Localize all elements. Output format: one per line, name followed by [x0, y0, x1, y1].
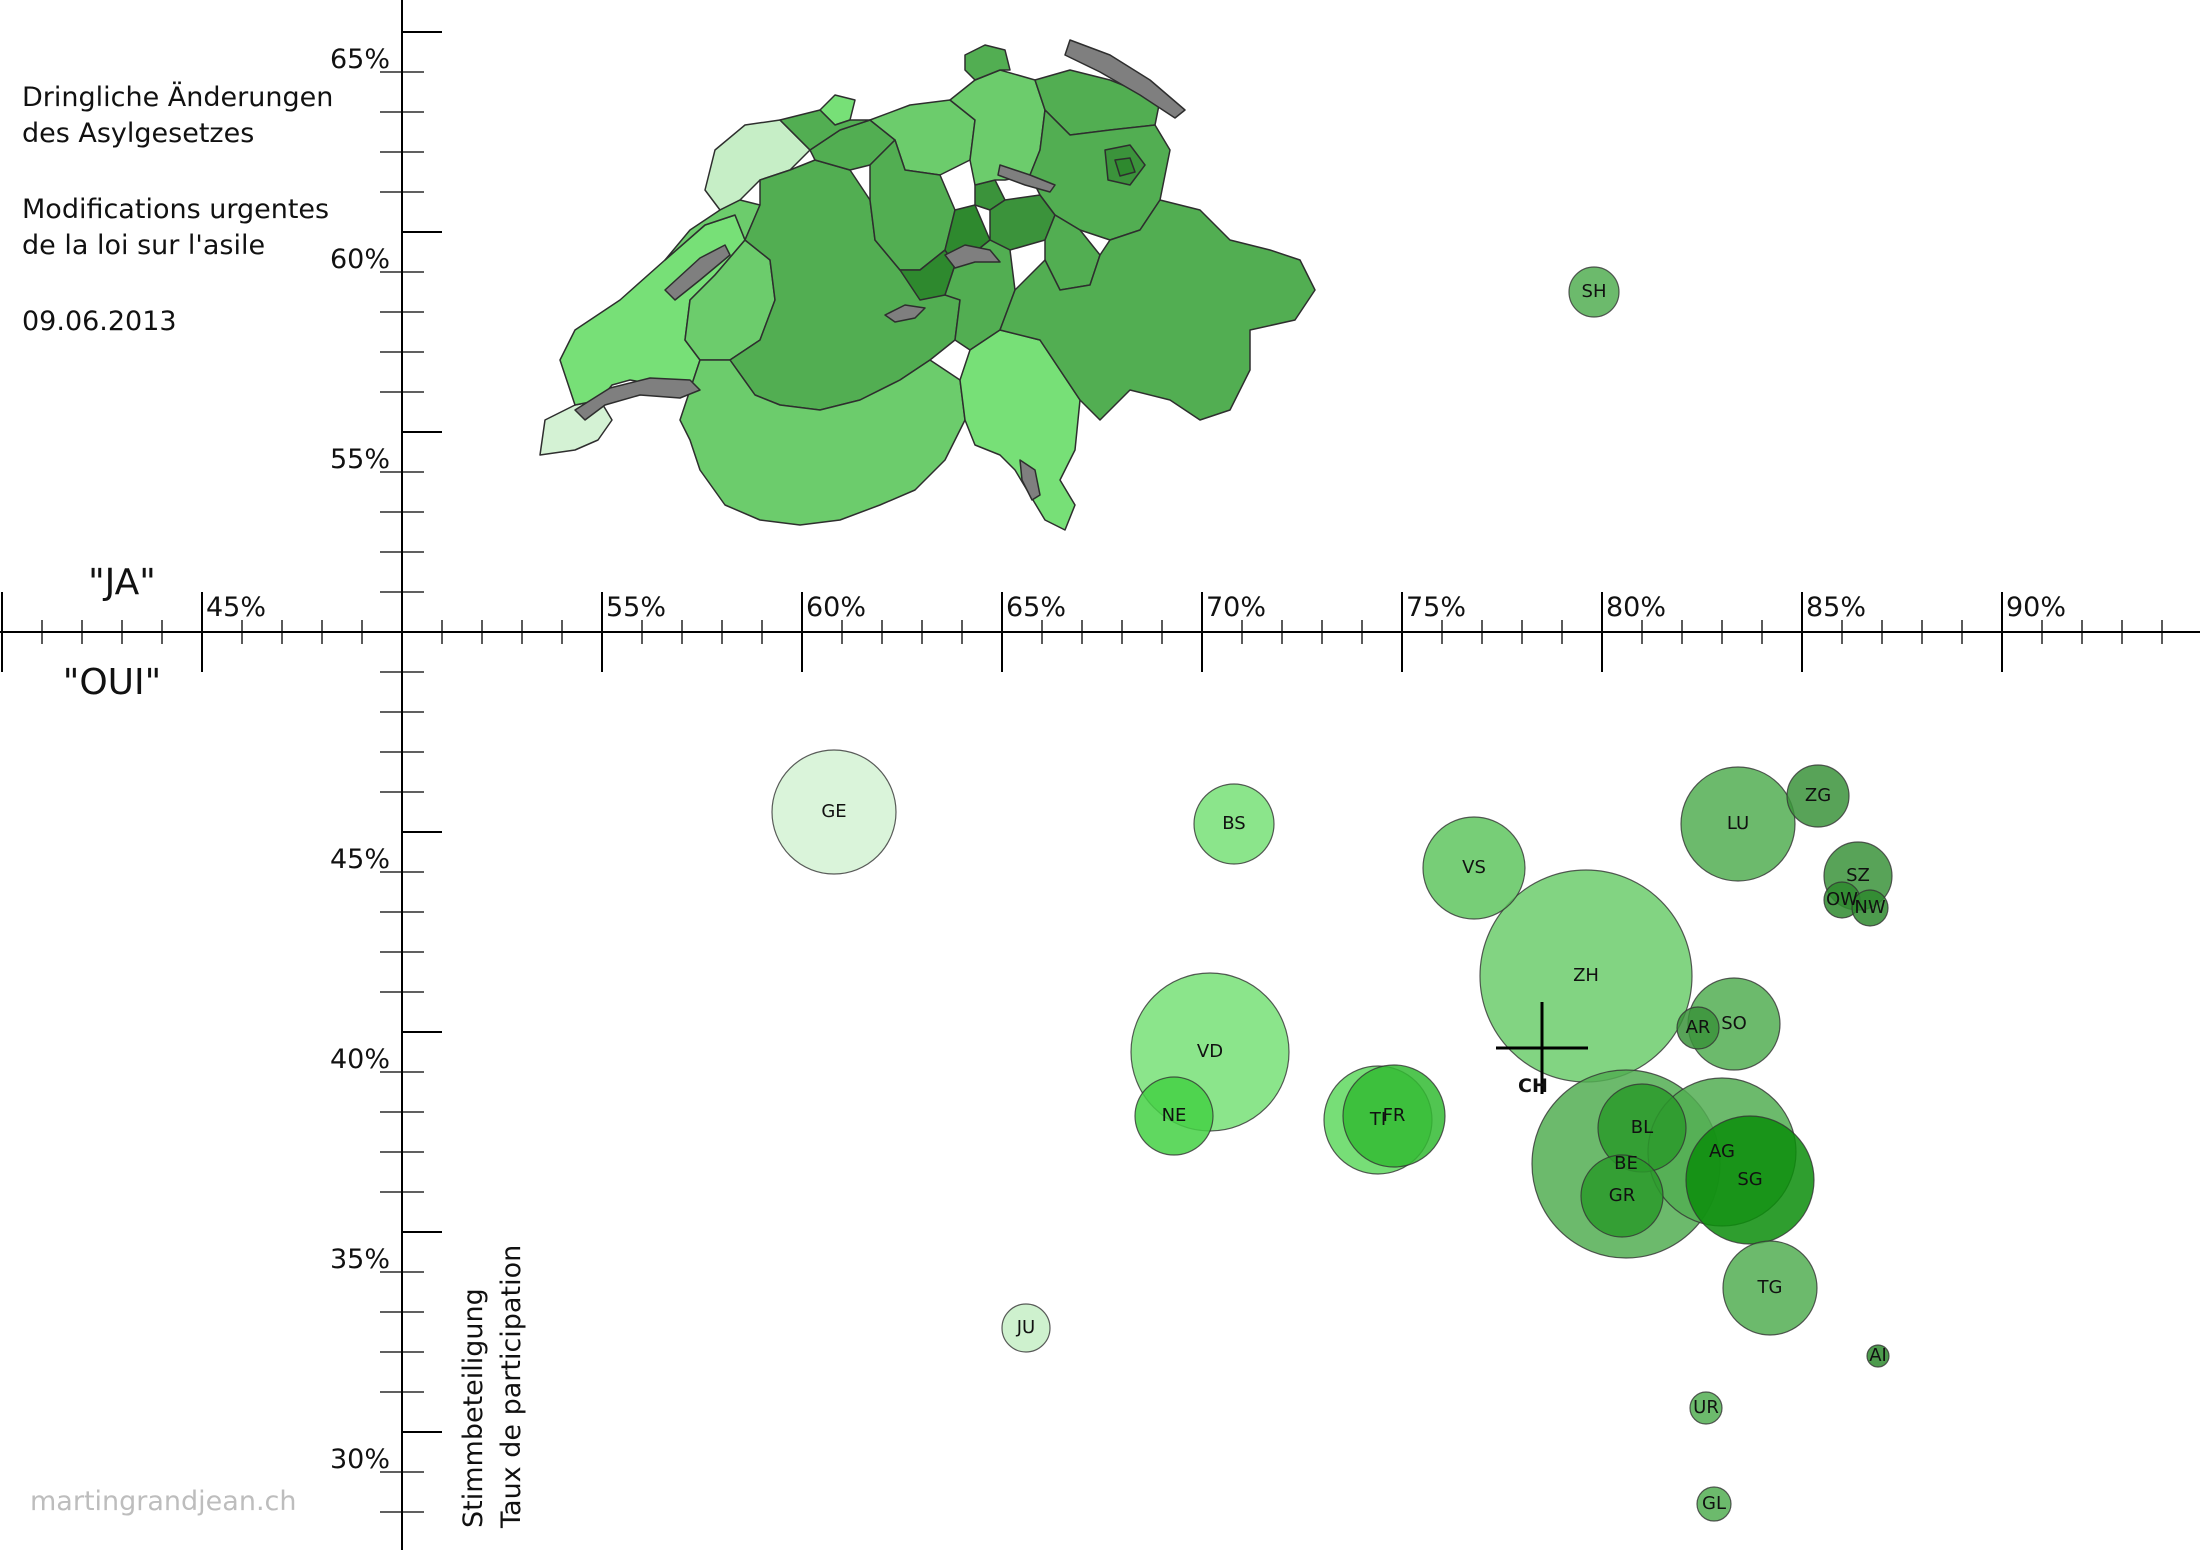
bubble-label-zh: ZH — [1573, 965, 1599, 986]
bubble-ge — [771, 749, 897, 875]
y-tick-label: 30% — [330, 1444, 390, 1475]
map-lake-lucerne — [944, 244, 1001, 269]
map-lake-geneva — [574, 377, 701, 421]
bubble-zg — [1786, 764, 1850, 828]
switzerland-map — [539, 39, 1316, 531]
quadrant-label-ja: "JA" — [88, 562, 156, 603]
x-tick-label: 65% — [1006, 592, 1066, 623]
bubble-label-gr: GR — [1609, 1185, 1635, 1206]
map-region-ai — [1114, 157, 1136, 177]
bubble-label-be: BE — [1614, 1153, 1638, 1174]
bubble-bs — [1193, 783, 1275, 865]
bubble-label-bs: BS — [1222, 813, 1245, 834]
bubble-label-ne: NE — [1162, 1105, 1187, 1126]
map-region-vs — [679, 359, 966, 526]
bubble-ai — [1866, 1344, 1890, 1368]
map-region-sh — [964, 44, 1011, 81]
map-lake-zurich — [997, 164, 1056, 193]
bubble-label-ai: AI — [1869, 1345, 1887, 1366]
bubble-nw — [1851, 889, 1889, 927]
bubble-ur — [1689, 1391, 1723, 1425]
bubble-fr — [1342, 1064, 1446, 1168]
ylabel-fr: Taux de participation — [496, 1245, 527, 1529]
credit-watermark: martingrandjean.ch — [30, 1486, 297, 1517]
bubble-gl — [1696, 1486, 1732, 1522]
bubble-ar — [1676, 1006, 1720, 1050]
bubble-label-ge: GE — [821, 801, 846, 822]
map-region-bl — [779, 109, 871, 151]
bubble-label-ar: AR — [1686, 1017, 1711, 1038]
bubble-label-gl: GL — [1702, 1493, 1726, 1514]
bubble-label-nw: NW — [1854, 897, 1885, 918]
bubble-ju — [1001, 1303, 1051, 1353]
bubble-label-ur: UR — [1693, 1397, 1719, 1418]
x-tick-label: 75% — [1406, 592, 1466, 623]
bubble-label-so: SO — [1721, 1013, 1747, 1034]
quadrant-label-oui: "OUI" — [63, 662, 161, 703]
map-region-gr — [999, 199, 1316, 421]
y-tick-label: 45% — [330, 844, 390, 875]
bubble-label-ju: JU — [1016, 1317, 1035, 1338]
bubble-label-zg: ZG — [1805, 785, 1831, 806]
x-tick-label: 45% — [206, 592, 266, 623]
bubble-gr — [1580, 1154, 1664, 1238]
bubble-label-vs: VS — [1462, 857, 1486, 878]
title-date: 09.06.2013 — [22, 306, 177, 337]
x-tick-label: 85% — [1806, 592, 1866, 623]
map-region-ti — [959, 329, 1081, 531]
y-tick-label: 40% — [330, 1044, 390, 1075]
national-marker-label: CH — [1518, 1075, 1548, 1097]
bubble-label-fr: FR — [1383, 1105, 1406, 1126]
bubble-label-tg: TG — [1757, 1277, 1783, 1298]
bubble-lu — [1680, 766, 1796, 882]
bubble-label-sg: SG — [1737, 1169, 1762, 1190]
title-fr-line1: Modifications urgentes — [22, 194, 329, 225]
bubble-label-ti: TI — [1369, 1109, 1386, 1130]
bubble-tg — [1722, 1240, 1818, 1336]
title-de-line2: des Asylgesetzes — [22, 118, 254, 149]
bubble-label-bl: BL — [1631, 1117, 1653, 1138]
bubble-sh — [1568, 266, 1620, 318]
y-tick-label: 65% — [330, 44, 390, 75]
y-tick-label: 55% — [330, 444, 390, 475]
map-lake-maggiore — [1019, 459, 1041, 501]
bubble-sg — [1685, 1115, 1815, 1245]
chart-title: Dringliche Änderungen des Asylgesetzes M… — [22, 81, 333, 337]
bubble-vs — [1422, 816, 1526, 920]
title-de-line1: Dringliche Änderungen — [22, 81, 333, 113]
x-tick-label: 70% — [1206, 592, 1266, 623]
bubble-label-sz: SZ — [1846, 865, 1870, 886]
bubble-ne — [1134, 1076, 1214, 1156]
ylabel-de: Stimmbeteiligung — [458, 1288, 489, 1528]
map-lake-constance — [1064, 39, 1186, 119]
bubble-label-vd: VD — [1197, 1041, 1223, 1062]
bubble-label-ag: AG — [1709, 1141, 1735, 1162]
x-tick-label: 60% — [806, 592, 866, 623]
bubble-label-sh: SH — [1582, 281, 1607, 302]
y-tick-label: 60% — [330, 244, 390, 275]
bubble-label-lu: LU — [1727, 813, 1749, 834]
title-fr-line2: de la loi sur l'asile — [22, 230, 265, 261]
x-tick-label: 80% — [1606, 592, 1666, 623]
bubble-label-ow: OW — [1826, 889, 1858, 910]
x-tick-label: 90% — [2006, 592, 2066, 623]
y-tick-label: 35% — [330, 1244, 390, 1275]
map-lake-thun — [884, 304, 926, 323]
map-lake-neuchatel — [664, 244, 731, 301]
x-tick-label: 55% — [606, 592, 666, 623]
